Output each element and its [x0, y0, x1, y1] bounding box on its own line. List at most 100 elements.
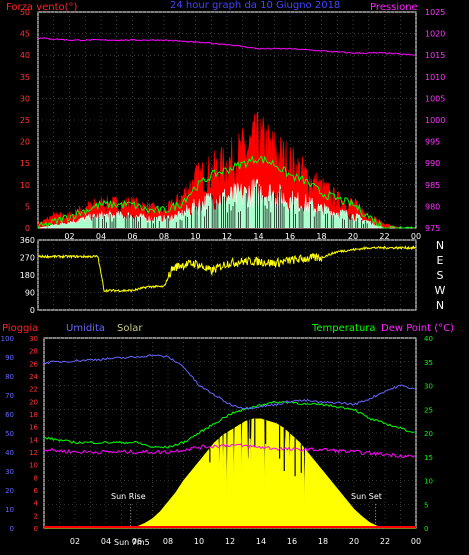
- compass-label: E: [437, 254, 444, 267]
- pressure-tick-label: 980: [425, 202, 440, 211]
- pressure-tick-label: 975: [425, 224, 440, 233]
- rain-tick-label: 6: [34, 487, 39, 495]
- wind-avg-series: [37, 155, 415, 229]
- rain-tick-label: 0: [34, 525, 38, 533]
- pressure-tick-label: 1005: [425, 94, 445, 103]
- x-tick-label: 22: [380, 537, 390, 546]
- wind-tick-label: 10: [20, 181, 30, 190]
- wind-tick-label: 40: [20, 51, 30, 60]
- wind-tick-label: 5: [25, 202, 30, 211]
- solar-axis-label: Solar: [117, 323, 143, 334]
- humidity-tick-label: 80: [5, 373, 14, 381]
- top-grid: [37, 11, 417, 229]
- rain-axis-label: Pioggia: [2, 323, 38, 334]
- x-tick-label: 18: [318, 537, 328, 546]
- x-tick-label: 12: [222, 232, 232, 241]
- x-tick-label: 06: [127, 232, 137, 241]
- temperature-tick-label: 40: [424, 335, 433, 343]
- rain-tick-label: 16: [29, 424, 38, 432]
- wind-tick-label: 35: [20, 73, 30, 82]
- top-x-ticks: 02 04 06 08 10 12 14 16 18 20 22 00: [64, 232, 421, 241]
- humidity-tick-label: 30: [5, 468, 14, 476]
- wind-tick-label: 15: [20, 159, 30, 168]
- humidity-tick-label: 50: [5, 430, 14, 438]
- pressure-tick-label: 1020: [425, 30, 445, 39]
- wind-tick-label: 20: [20, 138, 30, 147]
- wind-tick-label: 30: [20, 94, 30, 103]
- dir-left-ticks: 0 90 180 270 360: [20, 236, 35, 315]
- x-tick-label: 14: [253, 232, 263, 241]
- pressure-tick-label: 995: [425, 138, 440, 147]
- wind-tick-label: 0: [25, 224, 30, 233]
- rain-tick-label: 28: [29, 348, 38, 356]
- compass-label: W: [435, 284, 446, 297]
- humidity-tick-label: 0: [10, 525, 14, 533]
- rain-tick-label: 24: [29, 373, 38, 381]
- dir-series: [37, 245, 417, 293]
- temperature-axis-label: Temperatura: [311, 323, 376, 334]
- temperature-ticks: 0 5 10 15 20 25 30 35 40: [424, 335, 433, 533]
- x-tick-label: 10: [194, 537, 204, 546]
- chart-title: 24 hour graph da 10 Giugno 2018: [170, 0, 340, 11]
- pressure-tick-label: 1015: [425, 51, 445, 60]
- pressure-tick-label: 1000: [425, 116, 445, 125]
- pressure-tick-label: 1010: [425, 73, 445, 82]
- dewpoint-series: [43, 443, 415, 459]
- direction-tick-label: 180: [20, 271, 35, 280]
- temperature-tick-label: 35: [424, 359, 433, 367]
- temperature-tick-label: 0: [424, 525, 428, 533]
- temperature-tick-label: 10: [424, 478, 433, 486]
- x-tick-label: 16: [285, 232, 295, 241]
- bottom-series: [43, 354, 416, 529]
- humidity-axis-label: Umidita: [66, 323, 105, 334]
- x-tick-label: 12: [225, 537, 235, 546]
- rain-tick-label: 14: [29, 436, 38, 444]
- wind-tick-label: 45: [20, 30, 30, 39]
- x-tick-label: 00: [411, 537, 421, 546]
- pressure-series: [37, 37, 415, 56]
- pressure-tick-label: 990: [425, 159, 440, 168]
- top-left-ticks: 0 5 10 15 20 25 30 35 40 45 50: [20, 8, 30, 233]
- x-tick-label: 00: [411, 232, 421, 241]
- sunrise-label: Sun Rise: [111, 492, 146, 501]
- rain-tick-label: 2: [34, 512, 38, 520]
- rain-tick-label: 20: [29, 398, 38, 406]
- humidity-tick-label: 100: [1, 335, 14, 343]
- rain-tick-label: 18: [29, 411, 38, 419]
- temperature-series: [43, 400, 415, 449]
- pressure-tick-label: 985: [425, 181, 440, 190]
- x-tick-label: 02: [64, 232, 74, 241]
- direction-tick-label: 90: [25, 289, 35, 298]
- x-tick-label: 08: [159, 232, 169, 241]
- x-tick-label: 04: [101, 537, 111, 546]
- pressure-axis-label: Pressione: [370, 2, 418, 13]
- wind-tick-label: 25: [20, 116, 30, 125]
- x-tick-label: 10: [190, 232, 200, 241]
- rain-tick-label: 12: [29, 449, 38, 457]
- x-tick-label: 16: [287, 537, 297, 546]
- direction-tick-label: 360: [20, 236, 35, 245]
- rain-tick-label: 4: [34, 500, 39, 508]
- wind-axis-label: Forza vento(°): [6, 2, 78, 13]
- compass-label: S: [437, 269, 444, 282]
- sun-time-label: Sun 7m5: [114, 538, 150, 547]
- x-tick-label: 08: [163, 537, 173, 546]
- rain-tick-label: 10: [29, 462, 38, 470]
- x-tick-label: 04: [96, 232, 106, 241]
- dewpoint-axis-label: Dew Point (°C): [381, 323, 454, 334]
- x-tick-label: 18: [316, 232, 326, 241]
- rain-tick-label: 8: [34, 474, 38, 482]
- direction-tick-label: 0: [30, 306, 35, 315]
- humidity-tick-label: 70: [5, 392, 14, 400]
- temperature-tick-label: 30: [424, 383, 433, 391]
- temperature-tick-label: 5: [424, 501, 428, 509]
- rain-tick-label: 26: [29, 360, 38, 368]
- sunset-label: Sun Set: [351, 492, 382, 501]
- wind-light-series: [37, 178, 416, 229]
- wind-tick-label: 50: [20, 8, 30, 17]
